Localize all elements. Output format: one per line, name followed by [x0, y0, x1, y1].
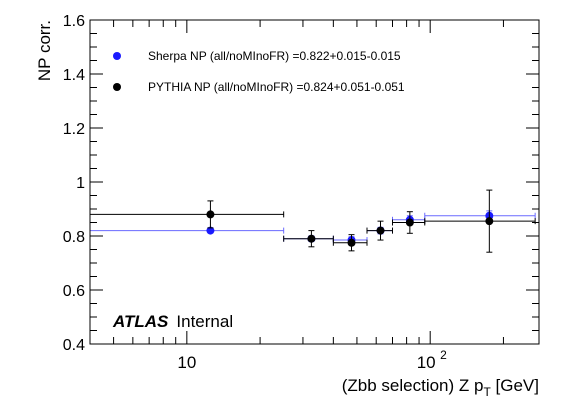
x-axis-label-unit: [GeV] [491, 376, 539, 395]
atlas-label-bold: ATLAS [112, 312, 169, 331]
legend-label: PYTHIA NP (all/noMInoFR) =0.824+0.051-0.… [148, 80, 405, 94]
legend-label: Sherpa NP (all/noMInoFR) =0.822+0.015-0.… [148, 49, 401, 63]
data-point [307, 234, 316, 243]
x-axis-label: (Zbb selection) Z pT [GeV] [342, 376, 539, 399]
data-point [347, 238, 356, 247]
data-point [376, 226, 385, 235]
x-tick-label: 10 [177, 353, 196, 372]
series-pythia [89, 189, 536, 253]
y-tick-label: 1.2 [63, 121, 85, 138]
data-point [485, 217, 494, 226]
y-axis-label: NP corr. [35, 20, 54, 81]
atlas-annotation: ATLAS Internal [112, 312, 233, 331]
y-tick-label: 0.8 [63, 229, 85, 246]
x-axis-label-subscript: T [483, 385, 491, 399]
atlas-label-internal: Internal [176, 312, 233, 331]
y-tick-label: 1.4 [63, 67, 85, 84]
y-tick-label: 0.6 [63, 283, 85, 300]
y-tick-label: 1 [76, 175, 85, 192]
x-tick-label-exponent: 2 [440, 348, 447, 362]
legend: Sherpa NP (all/noMInoFR) =0.822+0.015-0.… [113, 49, 405, 94]
legend-marker [113, 52, 121, 60]
x-axis-label-main: (Zbb selection) Z p [342, 376, 484, 395]
plot-frame [89, 19, 540, 345]
data-point [405, 218, 414, 227]
axis-major-ticks [90, 19, 539, 345]
legend-marker [113, 83, 121, 91]
x-tick-label: 10 [417, 353, 436, 372]
series-layer [89, 189, 536, 253]
axis-minor-ticks [89, 20, 539, 344]
y-tick-label: 0.4 [63, 337, 85, 354]
data-point [206, 226, 215, 235]
y-tick-label: 1.6 [63, 13, 85, 30]
data-point [206, 210, 215, 219]
